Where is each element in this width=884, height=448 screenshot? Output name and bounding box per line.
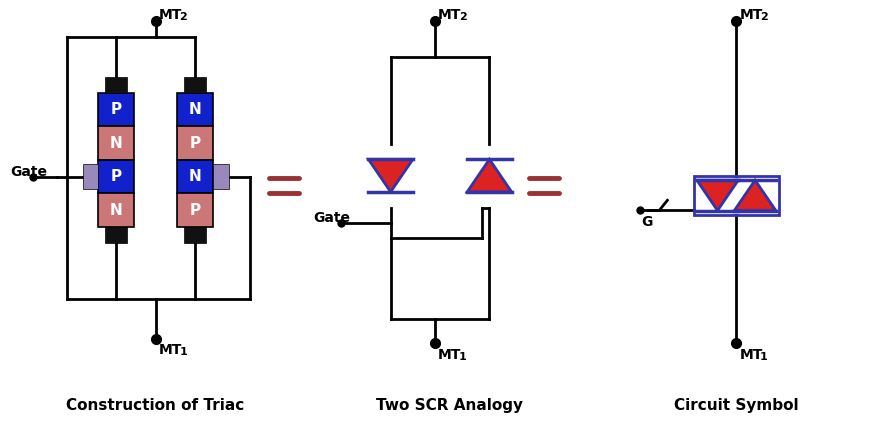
- Bar: [178, 126, 213, 160]
- Text: 2: 2: [760, 12, 768, 22]
- Text: P: P: [189, 135, 201, 151]
- Text: G: G: [642, 215, 653, 229]
- Text: Construction of Triac: Construction of Triac: [66, 398, 245, 413]
- Text: MT: MT: [438, 8, 461, 22]
- Bar: [98, 160, 133, 194]
- Text: N: N: [110, 202, 123, 218]
- Bar: [694, 176, 779, 215]
- Text: 1: 1: [179, 348, 187, 358]
- Text: MT: MT: [739, 8, 763, 22]
- Text: Circuit Symbol: Circuit Symbol: [674, 398, 798, 413]
- Text: Gate: Gate: [11, 165, 48, 179]
- Bar: [98, 126, 133, 160]
- Bar: [178, 194, 213, 227]
- Text: N: N: [188, 169, 202, 184]
- Text: Gate: Gate: [314, 211, 351, 225]
- Text: 2: 2: [459, 12, 467, 22]
- Text: 1: 1: [459, 353, 467, 362]
- Bar: [105, 227, 127, 243]
- Text: P: P: [110, 169, 122, 184]
- Bar: [82, 164, 98, 190]
- Text: N: N: [188, 102, 202, 117]
- Text: 1: 1: [760, 353, 768, 362]
- Polygon shape: [467, 159, 512, 192]
- Text: 2: 2: [179, 12, 187, 22]
- Bar: [98, 194, 133, 227]
- Bar: [178, 160, 213, 194]
- Polygon shape: [369, 159, 413, 192]
- Text: N: N: [110, 135, 123, 151]
- Bar: [184, 77, 206, 93]
- Bar: [213, 164, 229, 190]
- Bar: [184, 227, 206, 243]
- Text: MT: MT: [158, 344, 182, 358]
- Bar: [105, 77, 127, 93]
- Polygon shape: [735, 180, 776, 211]
- Bar: [178, 93, 213, 126]
- Text: Two SCR Analogy: Two SCR Analogy: [377, 398, 523, 413]
- Polygon shape: [697, 180, 738, 211]
- Text: P: P: [189, 202, 201, 218]
- Text: P: P: [110, 102, 122, 117]
- Text: MT: MT: [158, 8, 182, 22]
- Text: MT: MT: [438, 349, 461, 362]
- Text: MT: MT: [739, 349, 763, 362]
- Bar: [98, 93, 133, 126]
